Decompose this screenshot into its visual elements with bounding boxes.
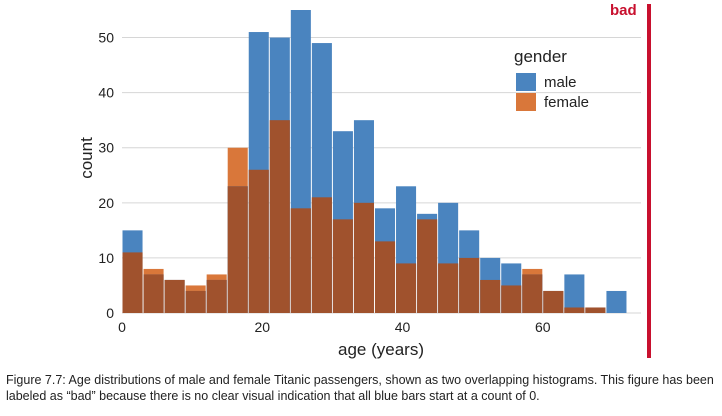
y-axis-label: count [77,137,96,179]
bar-overlap [585,307,606,313]
bar-overlap [459,257,480,313]
bar-overlap [248,169,269,313]
x-tick-labels: 0 20 40 60 [118,319,551,335]
bar-overlap [227,186,248,313]
bar-overlap [332,219,353,313]
bad-label: bad [610,2,637,19]
x-tick-label: 60 [535,319,551,335]
bar-overlap [122,252,143,313]
bar-male [564,274,585,313]
bar-overlap [290,208,311,313]
x-tick-label: 40 [395,319,411,335]
x-tick-label: 20 [254,319,270,335]
legend-swatch-female [516,93,536,111]
bar-overlap [311,197,332,313]
bar-overlap [206,279,227,313]
bar-overlap [143,274,164,313]
bar-overlap [269,120,290,313]
legend-label-male: male [544,74,577,91]
x-axis-label: age (years) [338,340,424,359]
bar-overlap [543,290,564,313]
figure-caption: Figure 7.7: Age distributions of male an… [6,373,714,403]
bar-overlap [185,290,206,313]
y-tick-label: 0 [106,305,114,321]
legend-label-female: female [544,94,589,111]
overlap-bars [122,120,606,313]
bar-overlap [353,202,374,313]
y-tick-label: 20 [98,195,114,211]
y-tick-label: 10 [98,250,114,266]
bad-marker-bar [647,4,651,358]
bar-overlap [501,285,522,313]
y-tick-label: 30 [98,140,114,156]
y-tick-label: 50 [98,30,114,46]
bar-overlap [480,279,501,313]
bar-overlap [417,219,438,313]
bar-male [606,290,627,313]
x-tick-label: 0 [118,319,126,335]
legend-swatch-male [516,73,536,91]
y-tick-labels: 0 10 20 30 40 50 [98,30,114,321]
legend-title: gender [514,47,567,66]
bar-overlap [164,279,185,313]
y-tick-label: 40 [98,85,114,101]
histogram-chart: 0 10 20 30 40 50 0 20 40 60 count age (years) ge… [77,4,651,359]
bar-overlap [564,307,585,313]
legend: gender male female [514,47,589,111]
bar-overlap [438,263,459,313]
bar-overlap [522,274,543,313]
bar-overlap [374,241,396,313]
bar-overlap [396,263,417,313]
